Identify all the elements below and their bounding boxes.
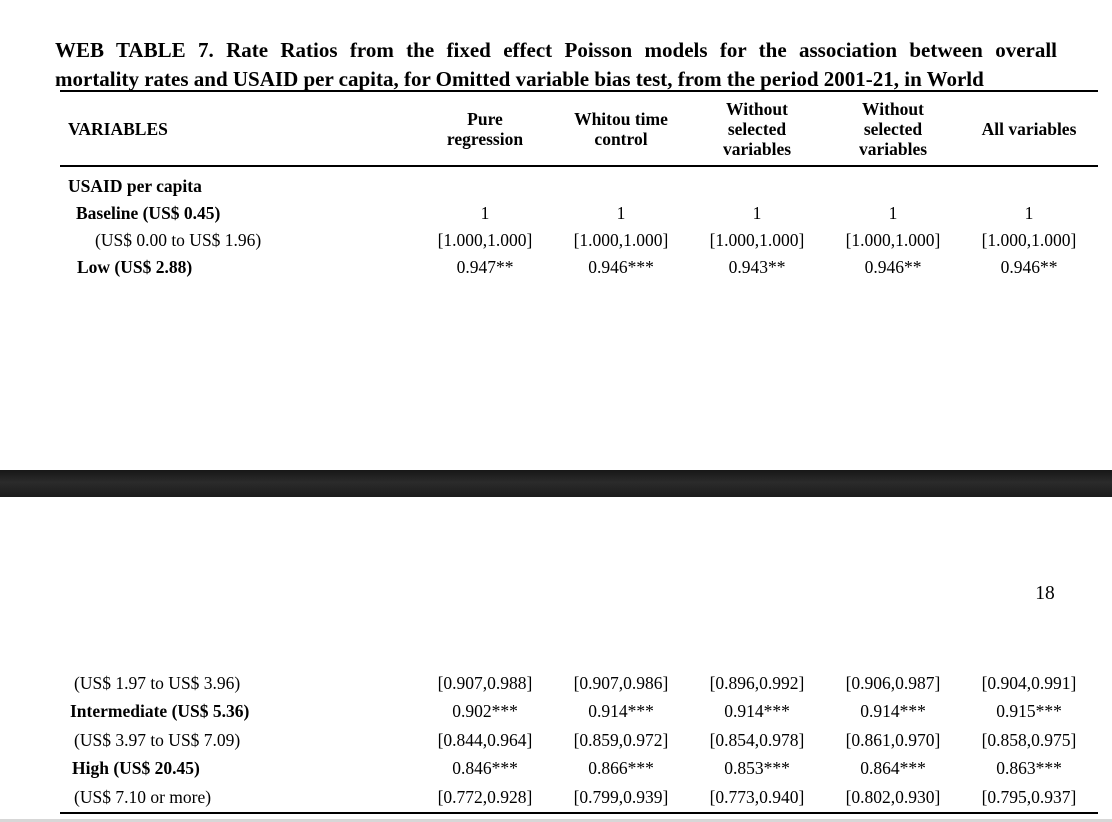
table-row: (US$ 7.10 or more) [0.772,0.928] [0.799,0.…	[60, 783, 1098, 812]
table-title-line1: WEB TABLE 7. Rate Ratios from the fixed …	[55, 38, 1057, 62]
cell-value: [1.000,1.000]	[845, 230, 941, 250]
page-number: 18	[1035, 583, 1055, 604]
cell-value: 0.914***	[724, 701, 790, 722]
cell-value: 0.946**	[1000, 257, 1058, 277]
cell-value: [0.904,0.991]	[981, 672, 1077, 693]
stats-table-continuation: (US$ 1.97 to US$ 3.96) [0.907,0.988] [0.90…	[60, 669, 1098, 814]
cell-value: 0.863***	[996, 758, 1062, 779]
cell-value: 1	[888, 203, 898, 223]
cell-value: [0.802,0.930]	[845, 786, 941, 807]
cell-value: 1	[480, 203, 490, 223]
cell-value: 0.915***	[996, 701, 1062, 722]
cell-value: [1.000,1.000]	[573, 230, 669, 250]
cell-value: 0.866***	[588, 758, 654, 779]
table-row: High (US$ 20.45) 0.846*** 0.866*** 0.853***…	[60, 755, 1098, 784]
cell-value: [0.906,0.987]	[845, 672, 941, 693]
cell-value: [0.859,0.972]	[573, 729, 669, 750]
table-row: USAID per capita	[60, 173, 1098, 200]
row-label: Intermediate (US$ 5.36)	[70, 701, 250, 722]
row-label: (US$ 3.97 to US$ 7.09)	[74, 729, 241, 750]
cell-value: [0.861,0.970]	[845, 729, 941, 750]
table-row: (US$ 3.97 to US$ 7.09) [0.844,0.964] [0.85…	[60, 726, 1098, 755]
column-header-without-time-control: Whitou time control	[574, 108, 668, 149]
cell-value: 0.946**	[864, 257, 922, 277]
cell-value: 0.846***	[452, 758, 518, 779]
cell-value: 0.943**	[728, 257, 786, 277]
cell-value: [0.799,0.939]	[573, 786, 669, 807]
cell-value: 1	[616, 203, 626, 223]
cell-value: [1.000,1.000]	[981, 230, 1077, 250]
cell-value: [0.844,0.964]	[437, 729, 533, 750]
table-row: Intermediate (US$ 5.36) 0.902*** 0.914*** 0…	[60, 698, 1098, 727]
cell-value: 0.946***	[588, 257, 654, 277]
cell-value: 1	[1024, 203, 1034, 223]
cell-value: [0.896,0.992]	[709, 672, 805, 693]
column-header-without-selected-variables-2: Without selected variables	[858, 98, 928, 159]
cell-value: 0.853***	[724, 758, 790, 779]
cell-value: 0.902***	[452, 701, 518, 722]
column-header-without-selected-variables-1: Without selected variables	[722, 98, 792, 159]
cell-value: 0.947**	[456, 257, 514, 277]
table-body-page1: USAID per capita Baseline (US$ 0.45) 1 1 1 1 1…	[60, 167, 1098, 281]
cell-value: [0.795,0.937]	[981, 786, 1077, 807]
cell-value: [0.907,0.988]	[437, 672, 533, 693]
table-row: (US$ 0.00 to US$ 1.96) [1.000,1.000] [1.00…	[60, 227, 1098, 254]
cell-value: 1	[752, 203, 762, 223]
cell-value: [1.000,1.000]	[709, 230, 805, 250]
row-label: (US$ 7.10 or more)	[74, 786, 212, 807]
table-header-row: VARIABLES Pure regression Whitou time co…	[60, 92, 1098, 167]
cell-value: 0.914***	[860, 701, 926, 722]
column-header-pure-regression: Pure regression	[446, 108, 524, 149]
cell-value: [0.907,0.986]	[573, 672, 669, 693]
table-title: WEB TABLE 7. Rate Ratios from the fixed …	[55, 36, 1057, 94]
cell-value: [0.858,0.975]	[981, 729, 1077, 750]
next-page-edge	[0, 819, 1112, 822]
column-header-all-variables: All variables	[981, 118, 1077, 139]
cell-value: 0.914***	[588, 701, 654, 722]
row-label: (US$ 0.00 to US$ 1.96)	[95, 230, 262, 250]
row-label: (US$ 1.97 to US$ 3.96)	[74, 672, 241, 693]
cell-value: [1.000,1.000]	[437, 230, 533, 250]
stats-table-top: VARIABLES Pure regression Whitou time co…	[60, 90, 1098, 281]
table-title-line2: mortality rates and USAID per capita, fo…	[55, 67, 984, 91]
cell-value: [0.772,0.928]	[437, 786, 533, 807]
cell-value: [0.854,0.978]	[709, 729, 805, 750]
row-label: USAID per capita	[68, 176, 202, 196]
table-row: Low (US$ 2.88) 0.947** 0.946*** 0.943** 0.94…	[60, 254, 1098, 281]
row-label: Low (US$ 2.88)	[77, 257, 193, 277]
page-separator-bar	[0, 470, 1112, 497]
column-header-variables: VARIABLES	[68, 118, 168, 139]
row-label: High (US$ 20.45)	[72, 758, 200, 779]
table-row: (US$ 1.97 to US$ 3.96) [0.907,0.988] [0.90…	[60, 669, 1098, 698]
table-row: Baseline (US$ 0.45) 1 1 1 1 1	[60, 200, 1098, 227]
row-label: Baseline (US$ 0.45)	[76, 203, 221, 223]
cell-value: [0.773,0.940]	[709, 786, 805, 807]
cell-value: 0.864***	[860, 758, 926, 779]
